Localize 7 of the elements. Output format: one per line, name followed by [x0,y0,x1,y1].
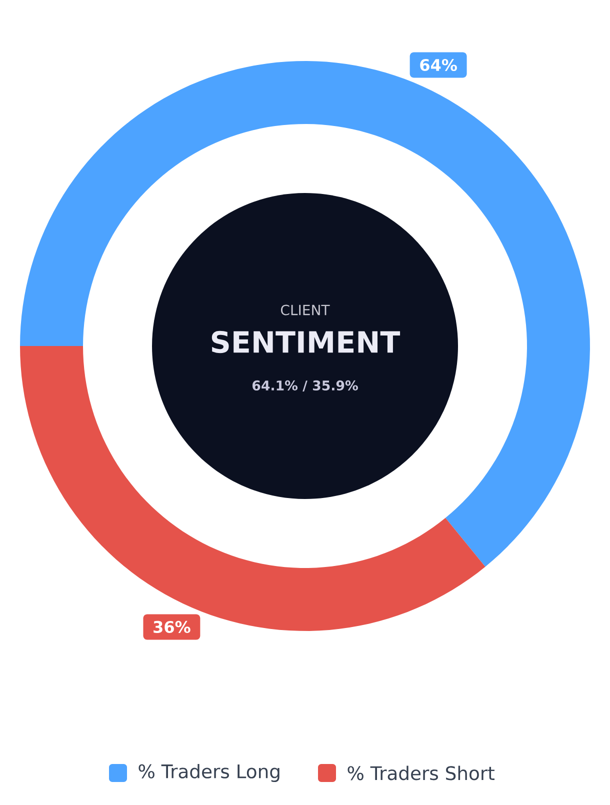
text: SENTIMENT [212,330,400,354]
data-label: 64% [420,58,457,72]
text: 64.1% / 35.9% [252,380,358,392]
legend-label: % Traders Long [138,764,280,782]
data-label: 36% [154,620,190,634]
text: CLIENT [281,304,330,316]
legend-label: % Traders Short [348,766,494,780]
